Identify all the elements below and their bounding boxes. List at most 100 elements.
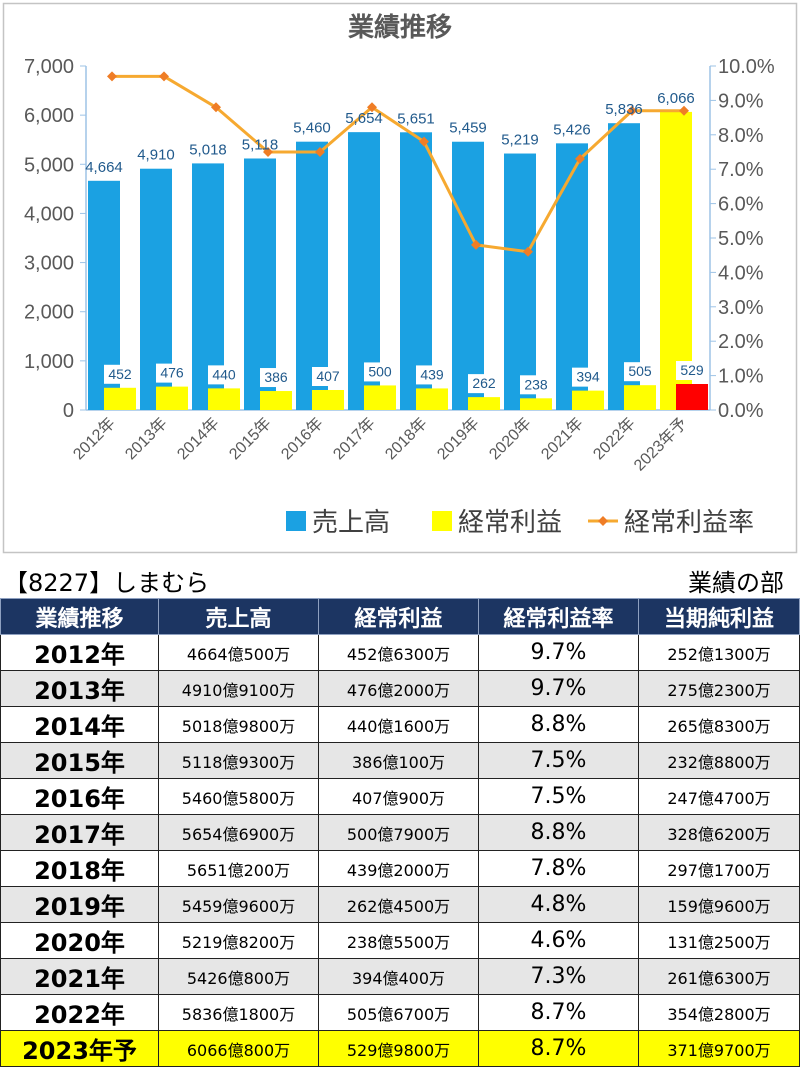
- chart-title: 業績推移: [348, 12, 452, 42]
- ordinary-margin-line: [112, 74, 684, 254]
- ordinary-profit-label-box: [156, 363, 188, 383]
- table-header-period: 業績推移: [0, 598, 159, 635]
- ordinary-profit-label-box: [364, 362, 396, 382]
- y-left-tick-label: 1,000: [24, 351, 74, 373]
- y-right-tick-label: 3.0%: [718, 297, 764, 319]
- section-title: 業績の部: [688, 569, 784, 597]
- table-cell-ordinary-profit: 529億9800万: [318, 1030, 479, 1067]
- table-cell-ordinary-margin: 8.8%: [478, 814, 639, 851]
- table-cell-net-profit: 232億8800万: [638, 742, 800, 779]
- table-row: 2020年 5219億8200万 238億5500万 4.6% 131億2500万: [0, 922, 800, 959]
- ordinary-margin-point: [419, 136, 429, 147]
- y-right-tick-label: 6.0%: [718, 194, 764, 216]
- y-left-tick-label: 5,000: [24, 154, 74, 176]
- ordinary-profit-label-box: [260, 368, 292, 388]
- table-cell-ordinary-profit: 262億4500万: [318, 886, 479, 923]
- sales-data-label: 5,219: [501, 132, 539, 149]
- table-cell-sales: 5426億800万: [158, 958, 319, 995]
- table-cell-sales: 4664億500万: [158, 634, 319, 671]
- y-left-tick-label: 6,000: [24, 105, 74, 127]
- table-row: 2022年 5836億1800万 505億6700万 8.7% 354億2800万: [0, 994, 800, 1031]
- sales-data-label: 4,910: [137, 147, 175, 164]
- table-cell-ordinary-margin: 7.8%: [478, 850, 639, 887]
- table-cell-net-profit: 131億2500万: [638, 922, 800, 959]
- table-row: 2014年 5018億9800万 440億1600万 8.8% 265億8300万: [0, 706, 800, 743]
- table-row: 2019年 5459億9600万 262億4500万 4.8% 159億9600万: [0, 886, 800, 923]
- ordinary-profit-bar: [104, 387, 136, 410]
- sales-data-label: 5,654: [345, 110, 383, 127]
- table-cell-net-profit: 328億6200万: [638, 814, 800, 851]
- ordinary-profit-bar: [624, 385, 656, 410]
- table-cell-ordinary-profit: 452億6300万: [318, 634, 479, 671]
- table-cell-ordinary-margin: 8.7%: [478, 1030, 639, 1067]
- table-cell-ordinary-profit: 476億2000万: [318, 670, 479, 707]
- table-cell-ordinary-margin: 4.6%: [478, 922, 639, 959]
- table-header-ordinary-profit: 経常利益: [318, 598, 479, 635]
- sales-bar: [452, 141, 484, 411]
- table-cell-net-profit: 275億2300万: [638, 670, 800, 707]
- y-left-tick-label: 0: [63, 400, 74, 422]
- ordinary-profit-bar: [364, 385, 396, 410]
- sales-data-label: 5,651: [397, 110, 435, 127]
- table-cell-ordinary-profit: 386億100万: [318, 742, 479, 779]
- chart-bars: [88, 111, 708, 411]
- y-right-tick-label: 2.0%: [718, 331, 764, 353]
- ordinary-profit-data-label: 500: [368, 363, 392, 379]
- y-right-tick-label: 10.0%: [718, 56, 775, 78]
- ordinary-profit-data-label: 386: [264, 369, 288, 385]
- ordinary-profit-data-label: 476: [160, 365, 184, 381]
- legend-swatch-ordinary-margin-marker: [598, 516, 608, 526]
- table-row: 2018年 5651億200万 439億2000万 7.8% 297億1700万: [0, 850, 800, 887]
- ordinary-margin-point: [575, 153, 585, 164]
- ordinary-profit-data-label: 440: [212, 366, 236, 382]
- table-cell-net-profit: 297億1700万: [638, 850, 800, 887]
- ordinary-profit-bar: [260, 391, 292, 410]
- table-cell-sales: 5654億6900万: [158, 814, 319, 851]
- table-cell-year: 2014年: [0, 706, 159, 743]
- table-cell-year: 2012年: [0, 634, 159, 671]
- table-cell-sales: 5219億8200万: [158, 922, 319, 959]
- table-cell-sales: 6066億800万: [158, 1030, 319, 1067]
- ordinary-profit-bar: [416, 388, 448, 410]
- ordinary-margin-point: [159, 71, 169, 82]
- sales-bar: [556, 143, 588, 410]
- sales-bar: [296, 141, 328, 410]
- table-row: 2016年 5460億5800万 407億900万 7.5% 247億4700万: [0, 778, 800, 815]
- ordinary-margin-point: [627, 105, 637, 116]
- ordinary-profit-bar: [208, 388, 240, 410]
- ordinary-profit-data-label: 407: [316, 368, 340, 384]
- table-cell-year: 2016年: [0, 778, 159, 815]
- ordinary-margin-point: [107, 71, 117, 82]
- ordinary-profit-data-label: 262: [472, 375, 496, 391]
- table-cell-ordinary-margin: 8.7%: [478, 994, 639, 1031]
- y-left-tick-label: 2,000: [24, 302, 74, 324]
- table-cell-ordinary-profit: 238億5500万: [318, 922, 479, 959]
- legend-swatch-ordinary-profit: [432, 511, 452, 531]
- y-left-tick-label: 4,000: [24, 203, 74, 225]
- table-cell-ordinary-profit: 440億1600万: [318, 706, 479, 743]
- table-cell-sales: 4910億9100万: [158, 670, 319, 707]
- ordinary-margin-point: [523, 246, 533, 257]
- table-cell-ordinary-profit: 394億400万: [318, 958, 479, 995]
- table-row: 2021年 5426億800万 394億400万 7.3% 261億6300万: [0, 958, 800, 995]
- table-cell-ordinary-margin: 7.5%: [478, 778, 639, 815]
- ordinary-margin-point: [471, 239, 481, 250]
- y-right-tick-label: 5.0%: [718, 228, 764, 250]
- ordinary-margin-point: [679, 105, 689, 116]
- y-right-tick-label: 1.0%: [718, 366, 764, 388]
- table-cell-year: 2019年: [0, 886, 159, 923]
- table-cell-sales: 5118億9300万: [158, 742, 319, 779]
- ordinary-profit-data-label: 452: [108, 366, 132, 382]
- ordinary-profit-bar: [156, 386, 188, 410]
- table-cell-year: 2018年: [0, 850, 159, 887]
- table-row: 2013年 4910億9100万 476億2000万 9.7% 275億2300万: [0, 670, 800, 707]
- ordinary-profit-bar: [468, 397, 500, 410]
- table-cell-ordinary-profit: 505億6700万: [318, 994, 479, 1031]
- table-cell-ordinary-profit: 439億2000万: [318, 850, 479, 887]
- table-cell-sales: 5651億200万: [158, 850, 319, 887]
- sales-data-label: 6,066: [657, 90, 695, 107]
- table-cell-net-profit: 265億8300万: [638, 706, 800, 743]
- sales-bar: [660, 111, 692, 411]
- table-cell-year: 2022年: [0, 994, 159, 1031]
- chart-ratio-line-group: [107, 71, 689, 257]
